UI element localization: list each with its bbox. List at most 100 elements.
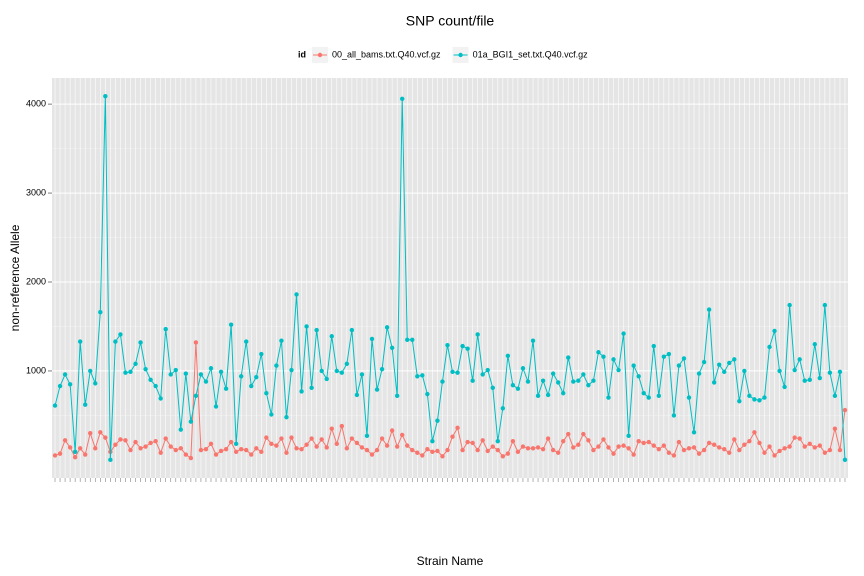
data-point <box>294 446 299 451</box>
data-point <box>450 434 455 439</box>
data-point <box>440 454 445 459</box>
data-point <box>148 377 153 383</box>
data-point <box>163 326 168 332</box>
data-point <box>259 449 264 455</box>
data-point <box>103 435 108 440</box>
data-point <box>817 375 823 381</box>
data-point <box>812 342 817 347</box>
data-point <box>269 441 274 447</box>
data-point <box>72 449 78 455</box>
data-point <box>374 447 380 453</box>
data-point <box>218 369 224 375</box>
data-point <box>641 390 646 396</box>
data-point <box>757 398 762 403</box>
data-point <box>566 431 571 437</box>
data-point <box>837 369 843 375</box>
data-point <box>666 351 672 357</box>
data-point <box>571 445 576 450</box>
data-point <box>611 451 616 456</box>
data-point <box>299 446 304 452</box>
data-point <box>233 441 239 447</box>
data-point <box>93 381 98 386</box>
data-point <box>384 443 390 448</box>
data-point <box>535 445 541 450</box>
data-point <box>777 448 782 454</box>
data-point <box>490 444 495 449</box>
data-point <box>284 450 289 455</box>
data-point <box>782 446 787 451</box>
data-point <box>299 389 304 394</box>
data-point <box>696 451 702 456</box>
data-point <box>193 393 199 399</box>
data-point <box>475 447 480 453</box>
data-point <box>113 442 118 447</box>
data-point <box>742 368 747 374</box>
data-point <box>213 404 219 409</box>
data-point <box>62 438 68 443</box>
data-point <box>420 453 425 458</box>
data-point <box>415 450 420 455</box>
data-point <box>153 383 158 389</box>
data-point <box>455 425 460 431</box>
data-point <box>203 379 209 384</box>
data-point <box>737 398 742 404</box>
data-point <box>324 376 329 382</box>
data-point <box>626 433 631 439</box>
data-point <box>143 366 148 372</box>
data-point <box>193 340 199 345</box>
data-point <box>118 332 123 337</box>
data-point <box>561 390 566 396</box>
data-point <box>319 437 324 442</box>
data-point <box>379 436 385 441</box>
data-point <box>621 331 626 336</box>
data-point <box>706 307 712 312</box>
data-point <box>349 327 355 333</box>
data-point <box>309 436 314 441</box>
data-point <box>545 392 551 398</box>
data-point <box>264 435 269 440</box>
data-point <box>279 338 284 343</box>
data-point <box>727 360 732 366</box>
data-point <box>344 446 350 451</box>
data-point <box>636 438 641 444</box>
data-point <box>435 418 440 423</box>
data-point <box>520 366 526 371</box>
data-point <box>349 436 355 441</box>
data-point <box>460 343 465 349</box>
legend-label: 00_all_bams.txt.Q40.vcf.gz <box>332 49 441 59</box>
data-point <box>228 322 234 327</box>
data-point <box>329 334 334 339</box>
data-point <box>364 447 370 453</box>
data-point <box>842 457 848 463</box>
data-point <box>722 446 727 452</box>
data-point <box>555 380 561 385</box>
data-point <box>188 455 194 461</box>
data-point <box>440 379 445 384</box>
data-point <box>369 452 375 457</box>
data-point <box>274 443 279 448</box>
y-tick-label: 4000 <box>26 99 46 109</box>
data-point <box>787 444 792 449</box>
data-point <box>279 436 284 441</box>
data-point <box>445 342 450 348</box>
data-point <box>495 447 501 453</box>
data-point <box>198 372 204 377</box>
data-point <box>103 93 108 99</box>
data-point <box>681 447 687 453</box>
data-point <box>626 446 631 451</box>
data-point <box>540 378 546 383</box>
data-point <box>515 386 521 391</box>
data-point <box>792 435 797 440</box>
data-point <box>581 431 586 437</box>
data-point <box>354 440 360 446</box>
data-point <box>696 371 702 376</box>
data-point <box>138 446 143 451</box>
data-point <box>576 442 581 447</box>
data-point <box>505 451 511 456</box>
data-point <box>671 413 677 418</box>
data-point <box>676 439 682 445</box>
data-point <box>671 453 677 458</box>
data-point <box>138 340 143 345</box>
data-point <box>606 395 611 400</box>
data-point <box>399 96 405 102</box>
